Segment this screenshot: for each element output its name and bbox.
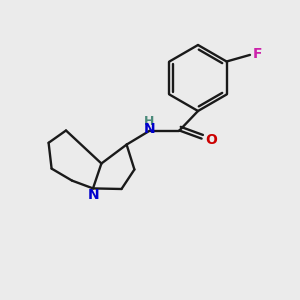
Text: O: O	[205, 133, 217, 146]
Text: N: N	[88, 188, 100, 202]
Text: N: N	[144, 122, 155, 136]
Text: H: H	[144, 115, 154, 128]
Text: F: F	[253, 47, 262, 61]
